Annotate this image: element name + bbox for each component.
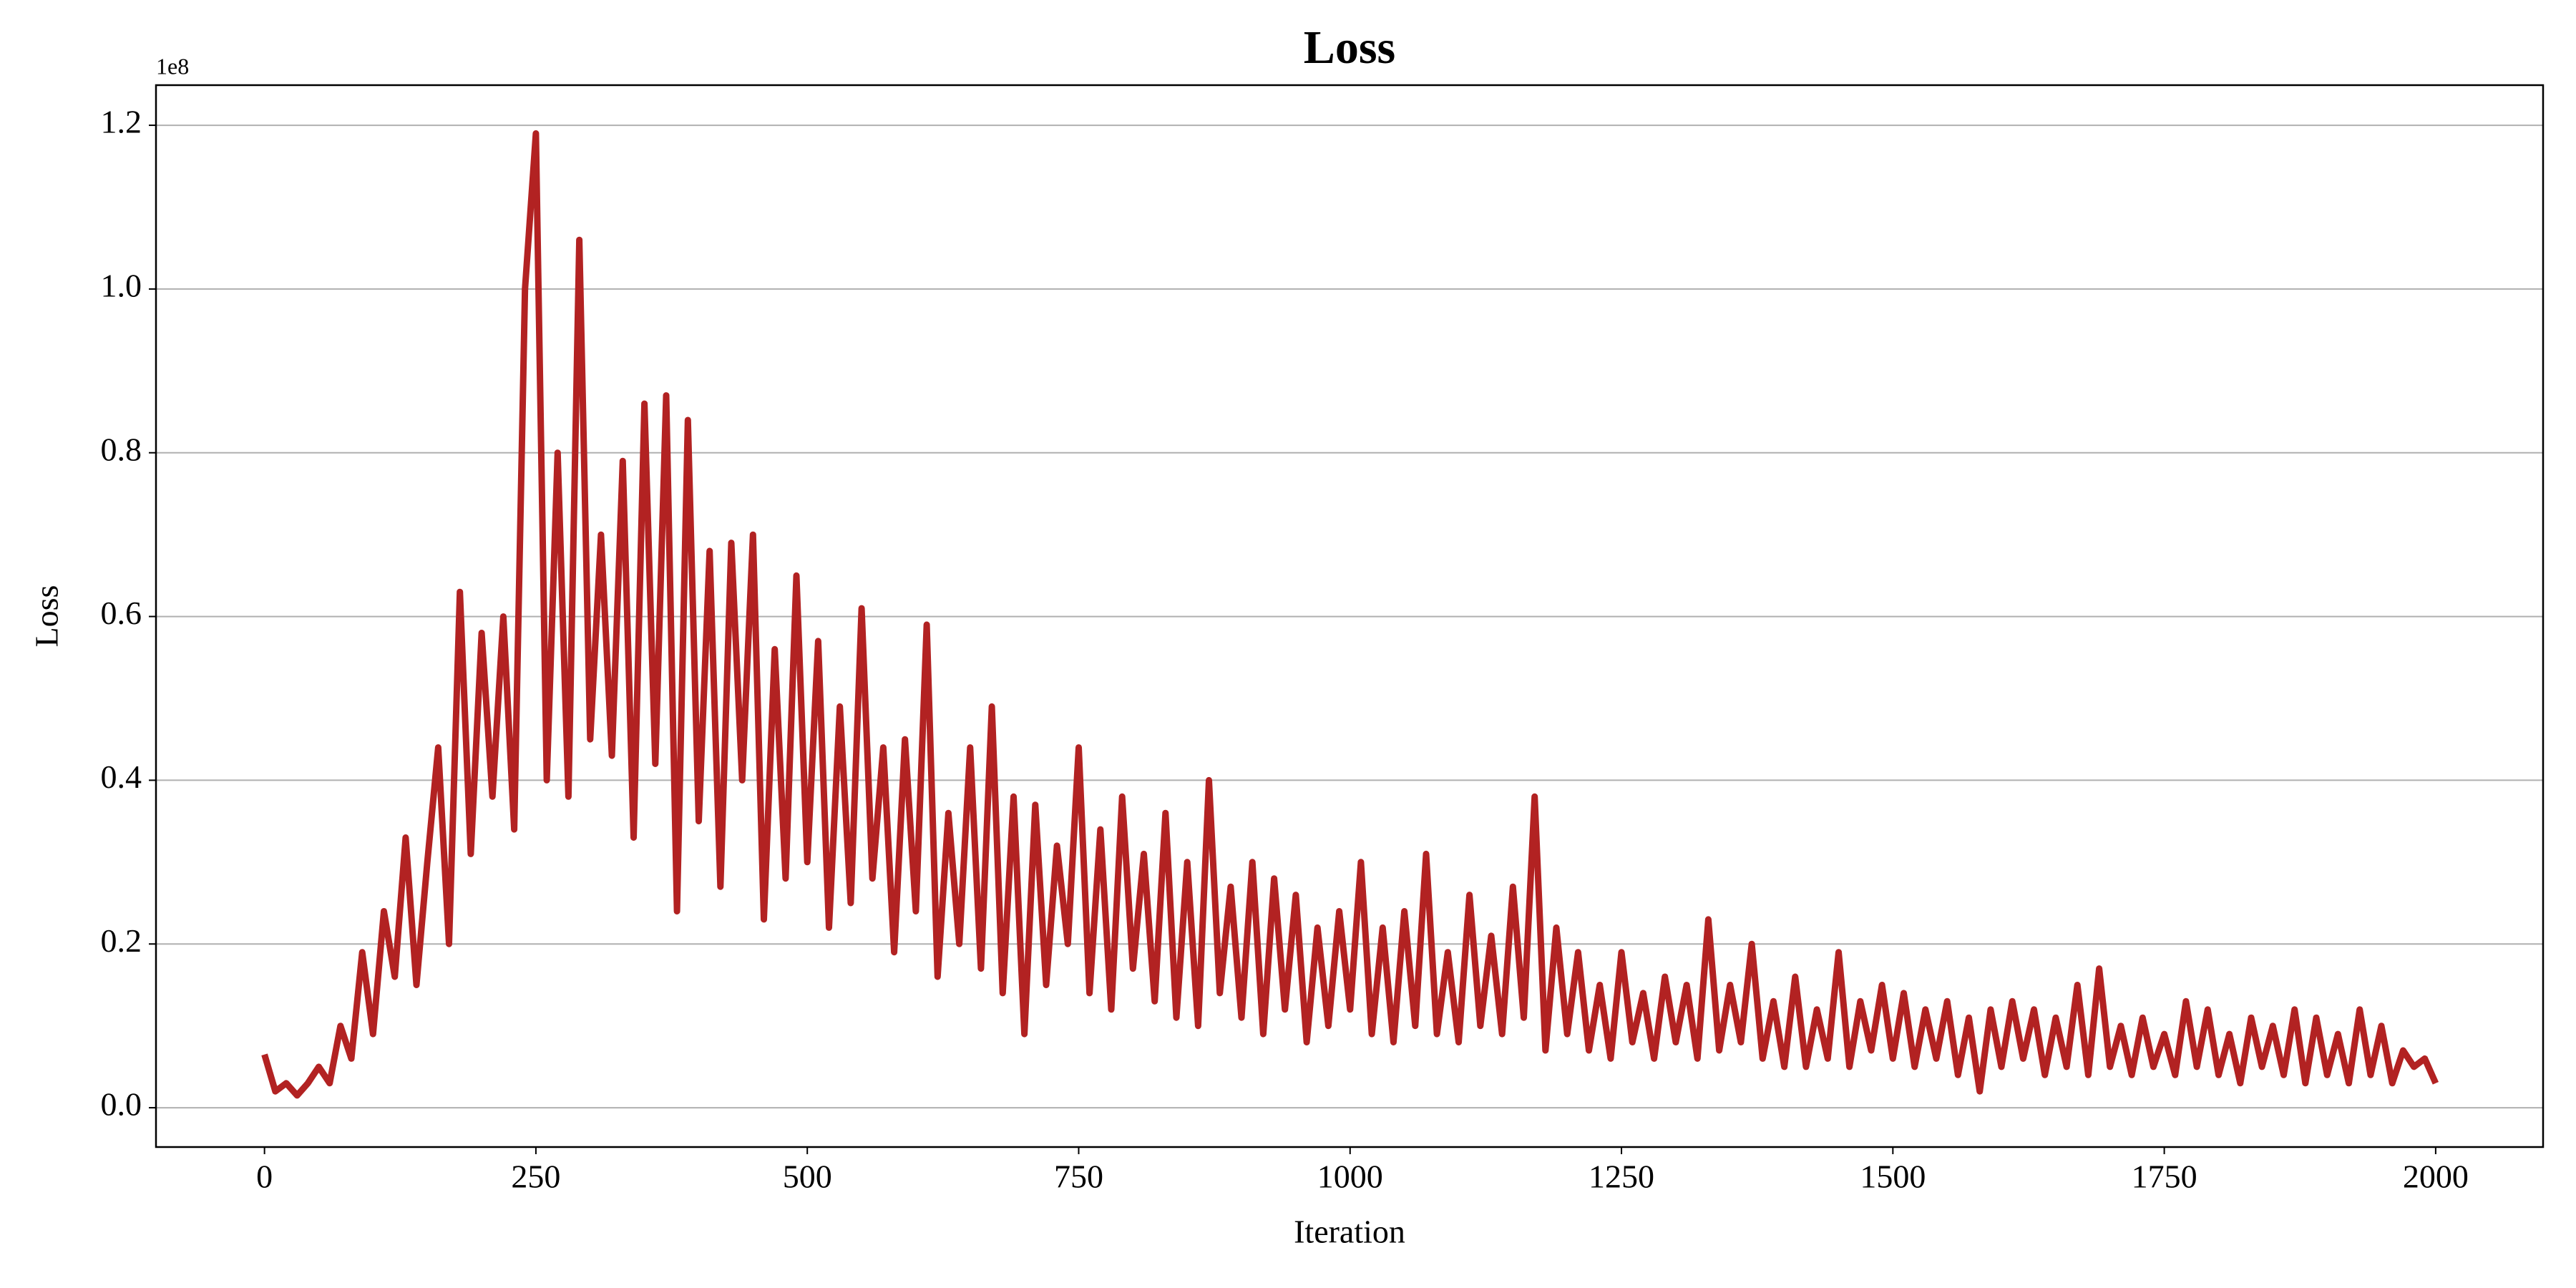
y-tick-label: 0.4: [101, 758, 142, 795]
y-tick-label: 0.0: [101, 1086, 142, 1123]
x-tick-label: 0: [256, 1158, 273, 1195]
chart-title: Loss: [1304, 21, 1395, 74]
y-tick-label: 1.2: [101, 104, 142, 140]
x-tick-label: 750: [1054, 1158, 1103, 1195]
x-axis-label: Iteration: [1294, 1214, 1405, 1250]
y-tick-label: 0.8: [101, 431, 142, 467]
plot-frame: [155, 84, 2545, 1148]
x-tick-label: 1500: [1860, 1158, 1926, 1195]
x-tick-label: 2000: [2403, 1158, 2469, 1195]
y-tick-label: 1.0: [101, 267, 142, 303]
y-axis-label: Loss: [29, 585, 65, 648]
x-tick-label: 1000: [1317, 1158, 1383, 1195]
x-tick-label: 1750: [2132, 1158, 2197, 1195]
x-tick-label: 500: [783, 1158, 832, 1195]
y-offset-text: 1e8: [156, 53, 189, 79]
y-tick-label: 0.6: [101, 595, 142, 631]
y-tick-label: 0.2: [101, 922, 142, 959]
loss-line: [261, 130, 2439, 1099]
x-tick-label: 1250: [1589, 1158, 1654, 1195]
x-tick-label: 250: [511, 1158, 560, 1195]
